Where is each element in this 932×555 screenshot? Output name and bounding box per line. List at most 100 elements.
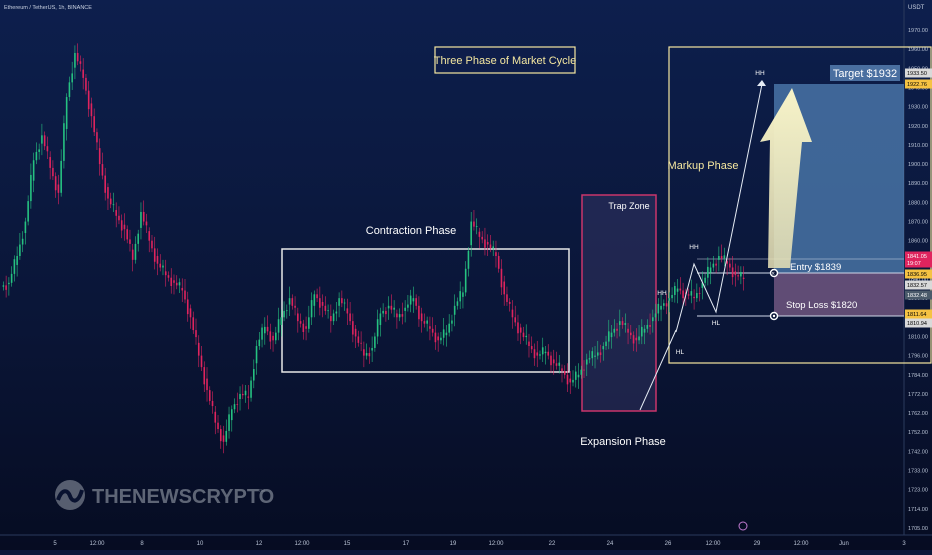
candle-body [665, 303, 668, 307]
candle-body [420, 313, 423, 322]
candle-body [261, 327, 263, 340]
candle-body [338, 298, 340, 306]
entry-marker [769, 268, 779, 278]
candle-body [453, 305, 456, 315]
hh-top-label: HH [755, 70, 765, 77]
candle-body [341, 298, 343, 304]
time-tick-label: 12:00 [793, 541, 809, 547]
candle-body [230, 409, 233, 421]
candle-body [192, 317, 195, 331]
candle-body [676, 288, 679, 292]
candle-body [286, 310, 288, 312]
candle-body [68, 82, 71, 98]
watermark-tm: ™ [258, 489, 265, 496]
candle-body [707, 266, 709, 278]
candle-body [528, 341, 530, 347]
markup-arrow [760, 88, 812, 268]
price-tick-label: 1930.00 [908, 105, 928, 111]
price-tick-label: 1762.00 [908, 411, 928, 417]
candle-body [332, 313, 335, 322]
candle-body [360, 342, 362, 344]
candle-body [445, 332, 448, 336]
candle-body [585, 359, 588, 365]
candle-body [594, 355, 596, 357]
candle-body [151, 240, 153, 249]
candle-body [583, 369, 585, 371]
trap-zone-box [581, 194, 657, 412]
candle-body [189, 308, 192, 318]
candle-body [294, 305, 296, 308]
candle-body [577, 374, 580, 378]
candle-body [635, 337, 638, 341]
candle-body [737, 275, 739, 277]
candle-body [610, 332, 613, 338]
candle-body [429, 326, 431, 329]
symbol-header: Ethereum / TetherUS, 1h, BINANCE [4, 5, 92, 11]
price-tick-label: 1970.00 [908, 28, 928, 34]
candle-body [696, 293, 698, 299]
candle-body [197, 342, 200, 356]
candle-body [475, 226, 478, 227]
time-axis[interactable]: 5 12:00 8 10 12 12:00 15 17 19 12:00 22 24 26 12:00 29… [53, 541, 906, 547]
candle-body [16, 256, 18, 265]
candle-body [269, 331, 272, 342]
stop-marker-dot [772, 314, 776, 318]
price-marker-label: 1810.94 [907, 321, 927, 327]
candle-body [393, 307, 395, 310]
candle-body [8, 282, 10, 285]
candle-body [156, 256, 159, 264]
candle-body [572, 379, 574, 383]
candle-body [459, 291, 461, 302]
candle-body [486, 241, 489, 245]
candle-body [701, 282, 704, 288]
candle-body [299, 321, 302, 324]
candle-body [423, 321, 426, 324]
candle-body [219, 429, 222, 442]
candle-body [57, 184, 60, 193]
price-tick-label: 1796.00 [908, 354, 928, 360]
candle-body [101, 164, 104, 176]
price-marker-label: 1933.50 [907, 71, 927, 77]
trap-zone-label: Trap Zone [608, 201, 649, 211]
candle-body [517, 322, 519, 334]
candle-body [164, 271, 167, 276]
candle-body [35, 151, 38, 161]
candle-body [682, 290, 684, 299]
candle-body [264, 326, 266, 334]
candle-body [54, 176, 57, 191]
candle-body [354, 328, 357, 337]
candle-body [247, 396, 250, 398]
candle-body [2, 285, 5, 287]
event-marker-icon[interactable] [738, 521, 748, 531]
candle-body [412, 298, 415, 302]
candle-body [258, 339, 261, 347]
candle-body [241, 393, 244, 396]
candle-body [643, 328, 646, 333]
candle-body [275, 332, 277, 341]
candle-body [288, 298, 291, 305]
candle-body [431, 328, 434, 333]
candle-body [327, 310, 329, 312]
watermark-logo [55, 480, 85, 510]
time-tick-label: 12:00 [89, 541, 105, 547]
time-tick-label: 3 [902, 541, 906, 547]
candle-body [742, 277, 745, 279]
candle-body [657, 303, 660, 314]
candle-body [10, 273, 13, 283]
markup-label: Markup Phase [668, 160, 739, 172]
price-tick-label: 1840.00 [908, 277, 928, 283]
candle-body [368, 353, 371, 357]
candle-body [21, 238, 24, 245]
candle-body [87, 90, 90, 110]
candle-body [418, 305, 420, 320]
price-tick-label: 1742.00 [908, 449, 928, 455]
structure-arrowhead [757, 80, 766, 86]
candle-body [539, 354, 541, 356]
contraction-box [281, 248, 570, 373]
candle-body [131, 249, 134, 260]
candle-body [525, 335, 528, 338]
price-tick-label: 1733.00 [908, 469, 928, 475]
candle-body [415, 298, 417, 306]
